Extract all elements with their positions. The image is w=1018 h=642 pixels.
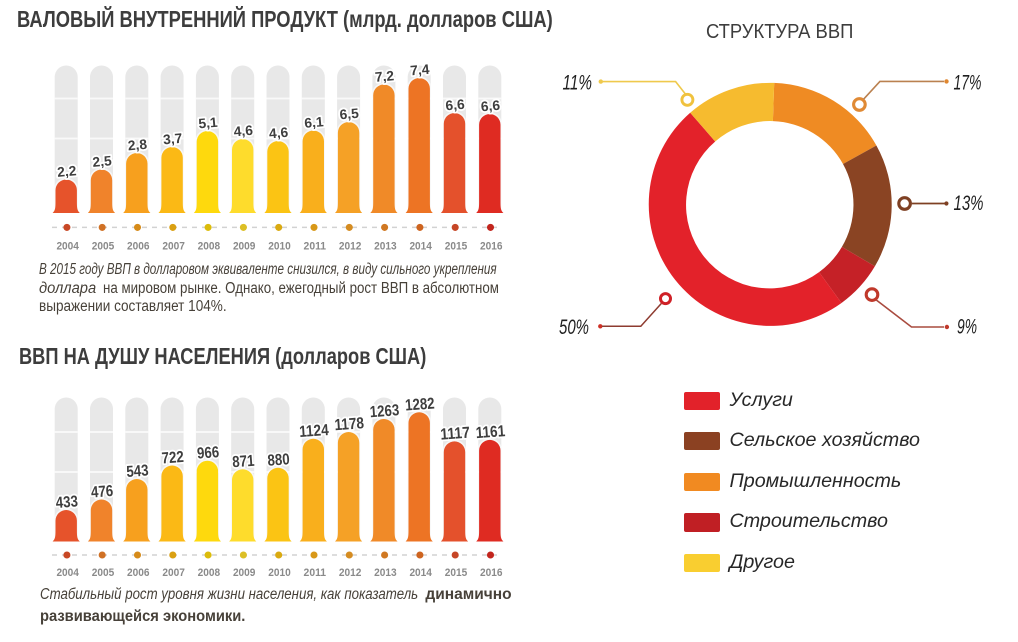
svg-text:1117: 1117 xyxy=(440,425,471,444)
svg-text:1178: 1178 xyxy=(334,415,365,434)
svg-text:2013: 2013 xyxy=(374,567,397,579)
svg-text:2007: 2007 xyxy=(162,567,185,579)
svg-text:2,2: 2,2 xyxy=(57,163,78,180)
svg-text:1124: 1124 xyxy=(299,422,330,441)
svg-text:2012: 2012 xyxy=(339,241,362,253)
svg-text:2015: 2015 xyxy=(445,567,468,579)
svg-text:871: 871 xyxy=(232,453,255,472)
svg-text:11%: 11% xyxy=(563,72,593,95)
svg-text:2009: 2009 xyxy=(233,241,256,253)
svg-text:13%: 13% xyxy=(954,192,984,215)
svg-text:2014: 2014 xyxy=(409,241,432,253)
svg-text:17%: 17% xyxy=(954,72,982,95)
svg-text:2010: 2010 xyxy=(268,567,291,579)
svg-text:2005: 2005 xyxy=(92,241,115,253)
svg-text:5,1: 5,1 xyxy=(198,115,219,132)
svg-text:2012: 2012 xyxy=(339,567,362,579)
svg-text:7,4: 7,4 xyxy=(410,62,431,79)
svg-text:2010: 2010 xyxy=(268,241,291,253)
svg-text:2,8: 2,8 xyxy=(127,137,148,154)
svg-text:6,6: 6,6 xyxy=(445,97,466,114)
svg-text:6,6: 6,6 xyxy=(480,98,501,115)
svg-text:4,6: 4,6 xyxy=(233,123,254,140)
svg-text:7,2: 7,2 xyxy=(374,68,395,85)
svg-text:722: 722 xyxy=(161,449,184,468)
svg-text:2013: 2013 xyxy=(374,241,397,253)
svg-text:2014: 2014 xyxy=(409,567,432,579)
svg-text:50%: 50% xyxy=(559,316,589,339)
svg-text:476: 476 xyxy=(91,483,114,502)
svg-text:1161: 1161 xyxy=(475,423,506,442)
svg-text:433: 433 xyxy=(55,493,78,512)
svg-text:880: 880 xyxy=(267,451,290,470)
svg-text:1263: 1263 xyxy=(369,402,400,421)
svg-text:966: 966 xyxy=(196,444,219,463)
svg-text:9%: 9% xyxy=(957,316,977,339)
svg-text:2004: 2004 xyxy=(56,241,79,253)
svg-text:2004: 2004 xyxy=(56,567,79,579)
svg-text:2007: 2007 xyxy=(162,241,185,253)
svg-text:2016: 2016 xyxy=(480,241,503,253)
svg-text:2006: 2006 xyxy=(127,241,150,253)
svg-text:3,7: 3,7 xyxy=(162,131,183,148)
svg-text:2008: 2008 xyxy=(198,567,221,579)
svg-text:2016: 2016 xyxy=(480,567,503,579)
svg-text:2011: 2011 xyxy=(304,241,327,253)
svg-text:2011: 2011 xyxy=(304,567,327,579)
svg-text:2,5: 2,5 xyxy=(92,153,113,170)
svg-text:543: 543 xyxy=(126,462,149,481)
svg-text:2009: 2009 xyxy=(233,567,256,579)
svg-text:1282: 1282 xyxy=(405,395,436,414)
svg-text:2015: 2015 xyxy=(445,241,468,253)
svg-text:2008: 2008 xyxy=(198,241,221,253)
svg-text:2005: 2005 xyxy=(92,567,115,579)
svg-text:2006: 2006 xyxy=(127,567,150,579)
svg-text:6,5: 6,5 xyxy=(339,106,360,123)
svg-text:6,1: 6,1 xyxy=(304,114,325,131)
svg-text:4,6: 4,6 xyxy=(268,125,289,142)
